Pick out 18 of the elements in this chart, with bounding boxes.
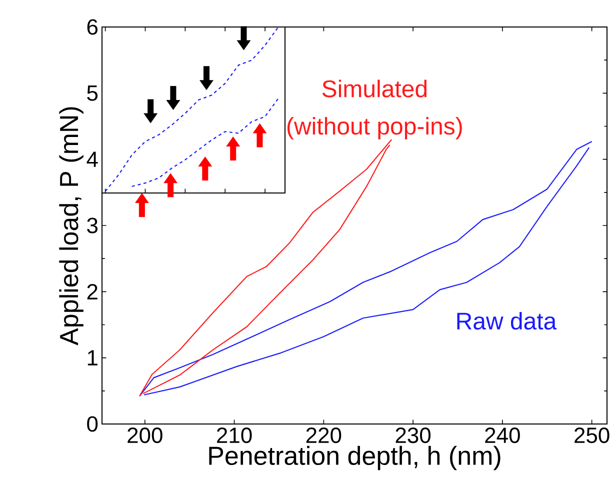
x-axis-title: Penetration depth, h (nm) xyxy=(209,446,500,470)
y-axis-title: Applied load, P (mN) xyxy=(59,107,84,346)
annotation: (without pop-ins) xyxy=(287,117,462,140)
y-tick-label: 1 xyxy=(88,350,98,366)
y-tick-label: 2 xyxy=(87,284,98,300)
x-tick-label: 250 xyxy=(574,428,610,444)
y-tick-label: 3 xyxy=(87,218,98,234)
x-tick-label: 210 xyxy=(217,428,252,444)
y-tick-label: 5 xyxy=(87,85,98,101)
y-tick-label: 0 xyxy=(87,416,98,432)
x-tick-label: 200 xyxy=(128,428,162,444)
text: Simulated xyxy=(322,80,426,98)
x-tick-label: 230 xyxy=(396,428,431,444)
x-tick-label: 220 xyxy=(306,428,342,444)
text: Raw data xyxy=(457,312,557,330)
y-tick-label: 4 xyxy=(86,152,98,167)
y-tick-label: 6 xyxy=(87,19,98,35)
x-tick-label: 240 xyxy=(485,428,520,444)
